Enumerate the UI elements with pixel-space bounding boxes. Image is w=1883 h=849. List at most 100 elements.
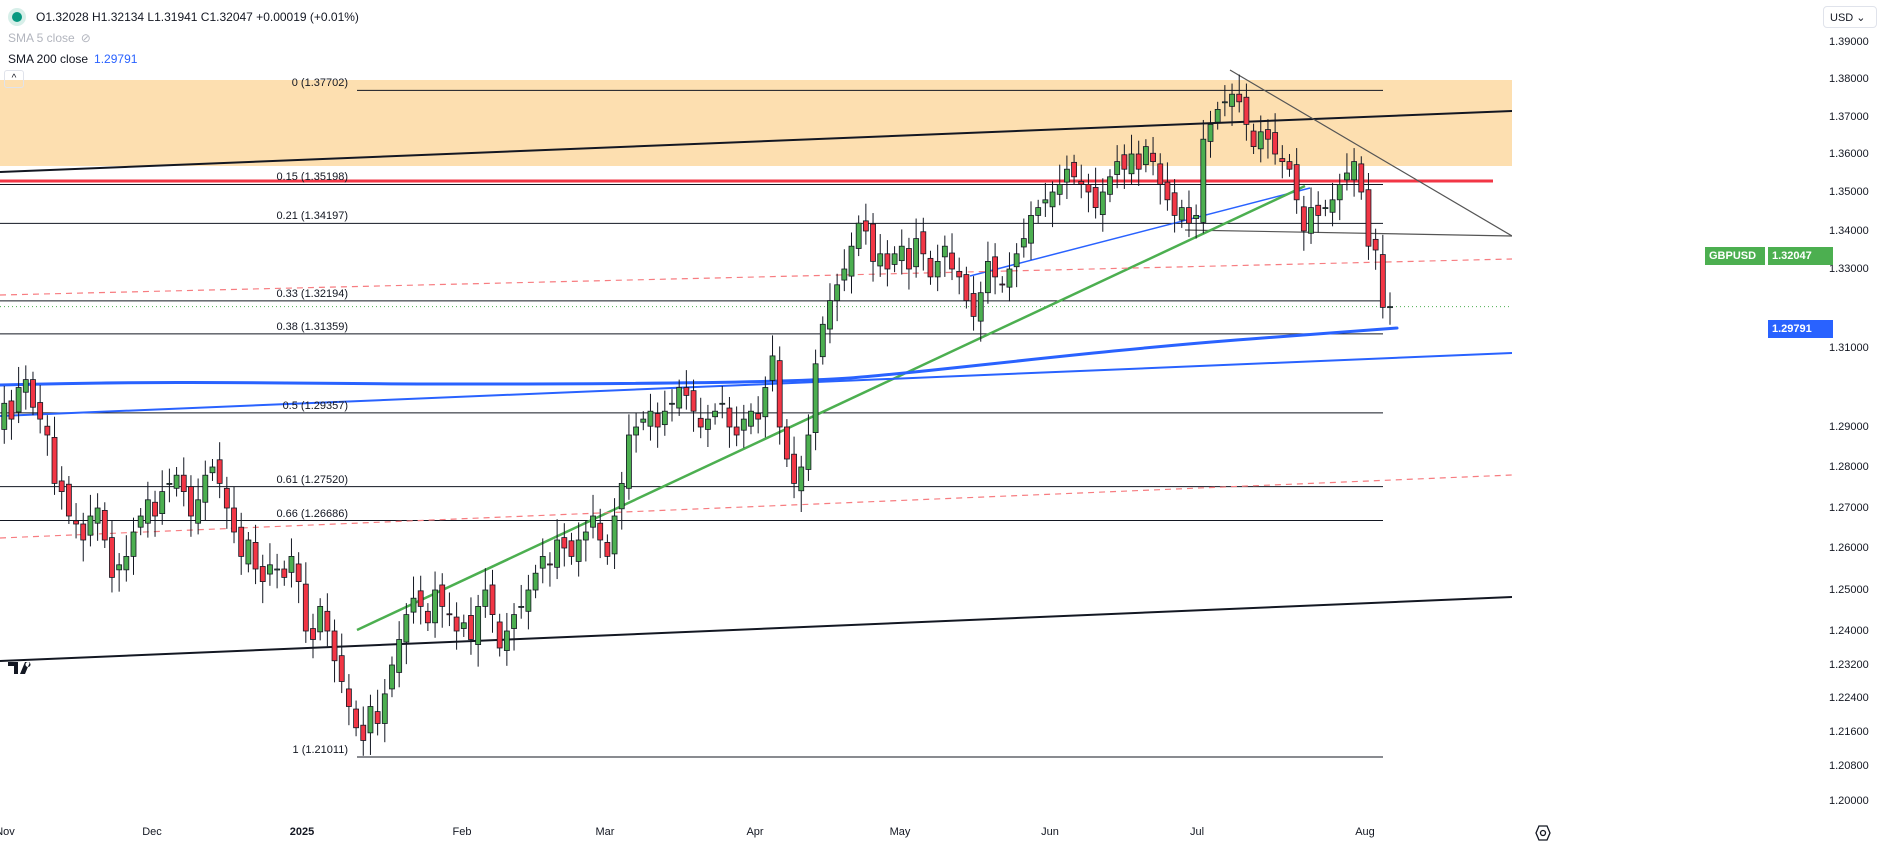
candle bbox=[1135, 140, 1142, 186]
candle-body bbox=[956, 270, 963, 278]
candle-body bbox=[913, 238, 920, 268]
candle bbox=[1200, 119, 1207, 234]
candle bbox=[209, 459, 216, 481]
candle bbox=[496, 613, 503, 657]
candle-body bbox=[80, 523, 87, 541]
candle bbox=[1322, 199, 1329, 217]
candle bbox=[1092, 167, 1099, 219]
candle-body bbox=[1056, 183, 1063, 195]
candle bbox=[654, 402, 661, 448]
sma5-label[interactable]: SMA 5 close bbox=[8, 30, 75, 45]
candle bbox=[417, 575, 424, 625]
settings-icon[interactable] bbox=[1535, 825, 1551, 841]
candle-body bbox=[417, 590, 424, 607]
candle-body bbox=[44, 425, 51, 436]
sma200-line bbox=[0, 326, 1399, 387]
candle-body bbox=[906, 248, 912, 270]
candle bbox=[1300, 195, 1307, 251]
candle bbox=[590, 494, 596, 539]
candle bbox=[511, 603, 517, 651]
candle-body bbox=[302, 583, 309, 632]
candle bbox=[503, 612, 510, 666]
candle bbox=[1315, 191, 1322, 233]
candle-body bbox=[920, 231, 927, 255]
candle bbox=[956, 257, 963, 295]
x-tick-label: Nov bbox=[0, 826, 15, 838]
candle-body bbox=[267, 564, 273, 575]
candle bbox=[626, 414, 632, 500]
candle-body bbox=[1365, 189, 1372, 247]
candle-body bbox=[891, 253, 898, 265]
hidden-eye-icon[interactable]: ⊘ bbox=[80, 30, 91, 45]
candle bbox=[1236, 74, 1243, 113]
y-tick-label: 1.27000 bbox=[1829, 502, 1869, 514]
candle-body bbox=[740, 418, 747, 431]
candle bbox=[827, 283, 833, 344]
candle bbox=[453, 602, 460, 650]
candle bbox=[267, 543, 273, 586]
candle bbox=[223, 476, 230, 529]
candle-body bbox=[827, 300, 833, 330]
candle bbox=[446, 592, 453, 627]
candle bbox=[647, 393, 654, 441]
candle-body bbox=[1308, 207, 1314, 234]
tradingview-logo[interactable] bbox=[8, 660, 38, 676]
currency-select[interactable]: USD ⌄ bbox=[1823, 6, 1877, 28]
x-tick-label: May bbox=[889, 826, 911, 838]
candle bbox=[733, 406, 740, 447]
candle-body bbox=[1157, 163, 1164, 185]
market-status-icon bbox=[12, 11, 22, 22]
y-tick-label: 1.22400 bbox=[1829, 692, 1869, 704]
candle-body bbox=[324, 610, 331, 632]
candle bbox=[547, 552, 553, 587]
candle bbox=[44, 415, 51, 456]
fib-label: 0.38 (1.31359) bbox=[276, 320, 348, 333]
candle-body bbox=[130, 531, 137, 557]
candle-body bbox=[575, 539, 582, 562]
candle-body bbox=[1020, 238, 1027, 248]
sma200-label[interactable]: SMA 200 close bbox=[8, 51, 89, 66]
candle bbox=[532, 564, 539, 599]
upper-channel-line bbox=[0, 110, 1512, 173]
candle-body bbox=[245, 539, 252, 565]
candle-body bbox=[503, 630, 510, 651]
candle bbox=[1186, 190, 1192, 238]
candle bbox=[862, 203, 869, 245]
candle bbox=[1078, 164, 1085, 199]
candle bbox=[130, 517, 137, 575]
candle-body bbox=[1257, 131, 1264, 150]
candle bbox=[166, 468, 173, 503]
candle-body bbox=[748, 410, 754, 427]
sma200-value: 1.29791 bbox=[94, 51, 138, 66]
candle-body bbox=[1329, 199, 1336, 213]
candle bbox=[353, 700, 359, 737]
candle bbox=[1157, 153, 1164, 205]
candle bbox=[669, 389, 675, 422]
candle-body bbox=[374, 711, 381, 724]
candle bbox=[769, 335, 776, 392]
candle bbox=[697, 397, 704, 439]
candle bbox=[137, 508, 144, 536]
chevron-down-icon: ⌄ bbox=[1856, 12, 1866, 24]
candle-body bbox=[776, 360, 783, 428]
candle-body bbox=[590, 515, 596, 528]
candle bbox=[927, 250, 934, 285]
candle-body bbox=[898, 245, 905, 262]
candle-body bbox=[1092, 187, 1099, 209]
collapse-legend-button[interactable]: ^ bbox=[4, 70, 24, 88]
candle bbox=[180, 457, 187, 507]
candle-body bbox=[941, 245, 948, 258]
candle bbox=[1379, 234, 1386, 319]
candle-body bbox=[152, 501, 158, 517]
candle bbox=[1020, 218, 1027, 258]
candle-body bbox=[216, 459, 223, 484]
candle-body bbox=[367, 706, 374, 734]
candle bbox=[252, 524, 259, 585]
blue-channel-line bbox=[0, 352, 1512, 417]
candle bbox=[970, 276, 977, 331]
candle bbox=[805, 414, 812, 481]
candle-body bbox=[855, 222, 862, 249]
candle bbox=[518, 584, 525, 619]
price-chart[interactable] bbox=[0, 0, 1512, 815]
candle bbox=[1042, 182, 1049, 217]
